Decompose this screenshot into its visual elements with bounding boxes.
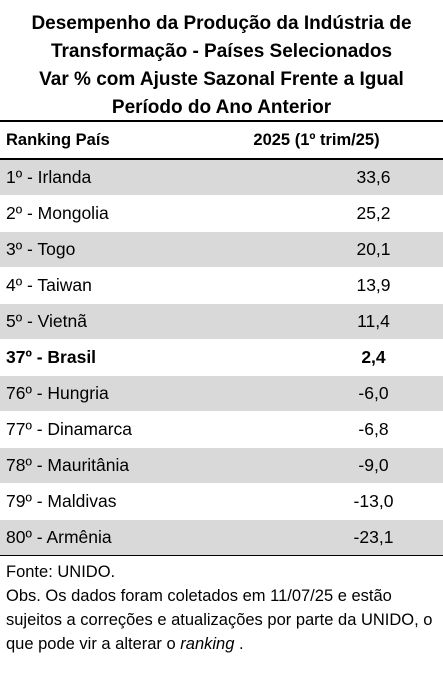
- table-row: 2º - Mongolia 25,2: [0, 195, 443, 232]
- table-row: 1º - Irlanda 33,6: [0, 159, 443, 196]
- table-title: Desempenho da Produção da Indústria de T…: [0, 0, 443, 120]
- row-country-label: 3º - Togo: [0, 231, 190, 268]
- row-value: -23,1: [190, 519, 443, 556]
- row-value: 2,4: [190, 339, 443, 376]
- row-country-label: 37º - Brasil: [0, 339, 190, 376]
- observation-note: Obs. Os dados foram coletados em 11/07/2…: [6, 584, 437, 656]
- row-country-label: 1º - Irlanda: [0, 159, 190, 196]
- table-body: 1º - Irlanda 33,6 2º - Mongolia 25,2 3º - To…: [0, 159, 443, 556]
- row-value: -9,0: [190, 447, 443, 484]
- row-value: -6,0: [190, 375, 443, 412]
- table-row: 4º - Taiwan 13,9: [0, 267, 443, 304]
- observation-end: .: [234, 635, 244, 653]
- row-value: -13,0: [190, 483, 443, 520]
- table-figure: Desempenho da Produção da Indústria de T…: [0, 0, 443, 656]
- table-row: 76º - Hungria -6,0: [0, 375, 443, 412]
- title-line-1: Desempenho da Produção da Indústria de: [31, 13, 412, 34]
- title-line-2: Transformação - Países Selecionados: [50, 41, 393, 62]
- table-row: 77º - Dinamarca -6,8: [0, 411, 443, 448]
- header-row: Ranking País 2025 (1º trim/25): [0, 120, 443, 160]
- observation-text: Obs. Os dados foram coletados em 11/07/2…: [6, 587, 433, 653]
- row-country-label: 2º - Mongolia: [0, 195, 190, 232]
- source-note: Fonte: UNIDO.: [6, 563, 116, 581]
- column-header-value: 2025 (1º trim/25): [190, 120, 443, 160]
- row-country-label: 79º - Maldivas: [0, 483, 190, 520]
- row-value: -6,8: [190, 411, 443, 448]
- table-row: 3º - Togo 20,1: [0, 231, 443, 268]
- row-country-label: 4º - Taiwan: [0, 267, 190, 304]
- row-country-label: 76º - Hungria: [0, 375, 190, 412]
- row-value: 25,2: [190, 195, 443, 232]
- title-line-4: Período do Ano Anterior: [111, 97, 332, 118]
- table-row: 78º - Mauritânia -9,0: [0, 447, 443, 484]
- title-line-3: Var % com Ajuste Sazonal Frente a Igual: [39, 69, 404, 90]
- ranking-table: Ranking País 2025 (1º trim/25) 1º - Irla…: [0, 120, 443, 556]
- table-footer: Fonte: UNIDO. Obs. Os dados foram coleta…: [0, 556, 443, 656]
- row-value: 33,6: [190, 159, 443, 196]
- row-country-label: 78º - Mauritânia: [0, 447, 190, 484]
- table-row: 37º - Brasil 2,4: [0, 339, 443, 376]
- row-value: 11,4: [190, 303, 443, 340]
- table-row: 80º - Armênia -23,1: [0, 519, 443, 556]
- observation-emphasis: ranking: [180, 635, 235, 653]
- table-row: 79º - Maldivas -13,0: [0, 483, 443, 520]
- row-country-label: 5º - Vietnã: [0, 303, 190, 340]
- row-value: 20,1: [190, 231, 443, 268]
- row-country-label: 80º - Armênia: [0, 519, 190, 556]
- row-country-label: 77º - Dinamarca: [0, 411, 190, 448]
- table-row: 5º - Vietnã 11,4: [0, 303, 443, 340]
- column-header-ranking: Ranking País: [0, 120, 190, 160]
- row-value: 13,9: [190, 267, 443, 304]
